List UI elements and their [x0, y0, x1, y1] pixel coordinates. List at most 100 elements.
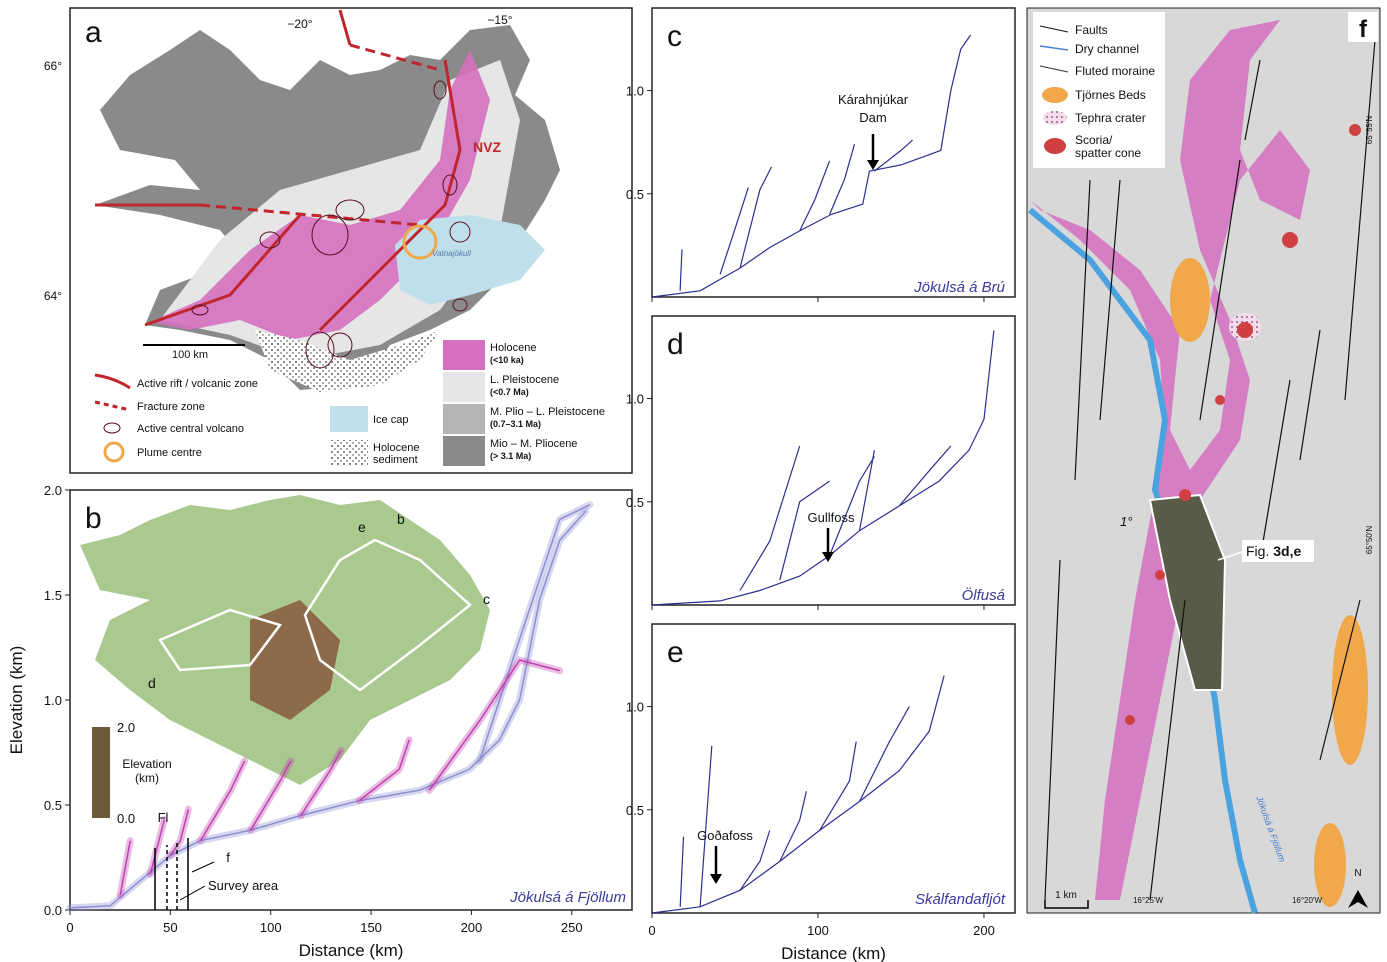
lat-label: 66°	[44, 59, 62, 73]
y-tick-label: 1.0	[626, 392, 644, 407]
callout-text: 3d,e	[1273, 543, 1301, 559]
legend-unit	[443, 340, 485, 370]
tilt-label: 1°	[1120, 514, 1132, 529]
legend-text: Active central volcano	[137, 423, 244, 435]
inset-label: b	[397, 511, 405, 527]
inset-label: e	[358, 519, 366, 535]
legend-text: (> 3.1 Ma)	[490, 451, 531, 461]
profile-line	[652, 330, 994, 605]
legend-text: sediment	[373, 454, 418, 466]
annotation: Jökulsá á Brú	[913, 279, 1006, 296]
y-tick-label: 0.5	[44, 798, 62, 813]
zone-label: NVZ	[473, 139, 501, 155]
profile-line	[680, 837, 683, 907]
legend-sediment	[330, 440, 368, 466]
x-tick-label: 150	[360, 920, 382, 935]
legend-unit	[443, 372, 485, 402]
profile-line	[680, 250, 682, 291]
annotation: Gullfoss	[808, 510, 855, 525]
y-axis-title: Elevation (km)	[7, 646, 26, 755]
y-tick-label: 0.5	[626, 803, 644, 818]
plot-frame	[652, 316, 1015, 605]
x-tick-label: 250	[561, 920, 583, 935]
profile-line	[860, 450, 875, 531]
legend-text: Active rift / volcanic zone	[137, 378, 258, 390]
pointer	[192, 862, 214, 872]
panel-a: a −20° −15° 66° 64° NVZ Vatnajökull 100 …	[44, 8, 632, 473]
legend-text: Fluted moraine	[1075, 64, 1155, 78]
lon-label: −15°	[487, 13, 512, 27]
arrow-head	[822, 552, 834, 562]
annotation: Ölfusá	[962, 586, 1005, 604]
lat-label: 64°	[44, 289, 62, 303]
profile-line	[720, 188, 748, 275]
y-tick-label: 2.0	[44, 483, 62, 498]
y-tick-label: 1.0	[44, 693, 62, 708]
y-tick-label: 0.0	[44, 903, 62, 918]
legend-text: Mio – M. Pliocene	[490, 438, 577, 450]
x-tick-label: 200	[973, 923, 995, 938]
panel-label: a	[85, 16, 102, 49]
legend-text: spatter cone	[1075, 146, 1141, 160]
x-axis-title: Distance (km)	[781, 944, 886, 962]
panel-label: b	[85, 502, 102, 535]
annotation: Kárahnjúkar	[838, 92, 909, 107]
legend-text: Holocene	[373, 442, 419, 454]
y-tick-label: 1.5	[44, 588, 62, 603]
lon-label: −20°	[287, 17, 312, 31]
legend-text: L. Pleistocene	[490, 374, 559, 386]
legend-ice	[330, 406, 368, 432]
inset-label: c	[483, 591, 490, 607]
x-tick-label: 100	[807, 923, 829, 938]
legend-text: Scoria/	[1075, 133, 1113, 147]
annotation: f	[226, 850, 230, 865]
annotation: Skálfandafljót	[915, 891, 1006, 908]
tjornes	[1170, 258, 1210, 342]
legend-text: Fracture zone	[137, 401, 205, 413]
y-tick-label: 0.5	[626, 495, 644, 510]
north-label: N	[1354, 868, 1361, 879]
x-tick-label: 0	[648, 923, 655, 938]
callout: Fig. 3d,e	[1246, 543, 1301, 559]
arrow-head	[710, 874, 722, 884]
callout-text: Fig.	[1246, 543, 1273, 559]
legend-text: (<10 ka)	[490, 355, 524, 365]
legend-text: Ice cap	[373, 414, 408, 426]
annotation: Survey area	[208, 878, 279, 893]
legend-text: (<0.7 Ma)	[490, 387, 529, 397]
inset-label: d	[148, 675, 156, 691]
profile-line	[780, 481, 830, 580]
profile-line	[652, 35, 971, 297]
lat-label: 65°55'N	[1365, 116, 1374, 145]
inset-map	[80, 495, 490, 785]
scale-label: 100 km	[172, 349, 208, 361]
legend-text: Tephra crater	[1075, 111, 1146, 125]
tjornes	[1314, 823, 1346, 907]
legend-text: M. Plio – L. Pleistocene	[490, 406, 605, 418]
panel-label: f	[1359, 16, 1368, 43]
profile-line	[740, 446, 800, 591]
pointer	[180, 886, 205, 900]
y-tick-label: 1.0	[626, 84, 644, 99]
lat-label: 65°50'N	[1365, 526, 1374, 555]
profile-line	[830, 144, 855, 214]
legend-text: Faults	[1075, 23, 1108, 37]
colorbar-label: Elevation	[122, 757, 171, 771]
legend-text: Plume centre	[137, 447, 202, 459]
annotation: Fl	[158, 810, 169, 825]
x-tick-label: 0	[66, 920, 73, 935]
legend-text: Tjörnes Beds	[1075, 88, 1146, 102]
y-tick-label: 1.0	[626, 700, 644, 715]
annotation: Dam	[859, 110, 886, 125]
legend-text: Dry channel	[1075, 42, 1139, 56]
legend-tephra	[1043, 111, 1067, 125]
legend-text: (0.7–3.1 Ma)	[490, 419, 541, 429]
annotation: Jökulsá á Fjöllum	[509, 889, 626, 906]
y-tick-label: 0.5	[626, 187, 644, 202]
figure: a −20° −15° 66° 64° NVZ Vatnajökull 100 …	[0, 0, 1387, 962]
x-tick-label: 50	[163, 920, 177, 935]
profile-line	[652, 676, 944, 913]
scale-label: 1 km	[1055, 890, 1077, 901]
profile-line	[899, 446, 951, 506]
panel-label: e	[667, 636, 684, 669]
